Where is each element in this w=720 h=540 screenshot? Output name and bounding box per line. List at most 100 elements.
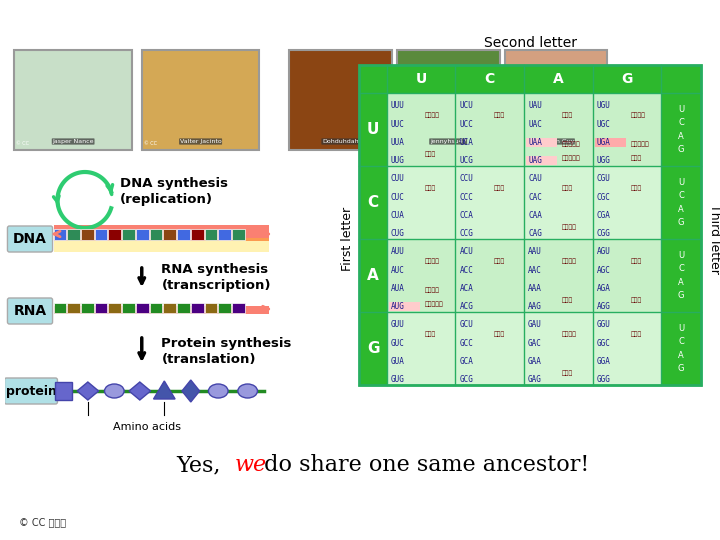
Text: Dohduhdah: Dohduhdah: [322, 139, 359, 144]
Text: 甲硫胺酸: 甲硫胺酸: [425, 287, 440, 293]
Text: 精胺酸: 精胺酸: [631, 185, 642, 191]
Bar: [505, 50, 608, 150]
Text: 亮胺酸: 亮胺酸: [425, 151, 436, 157]
Text: GAA: GAA: [528, 357, 542, 366]
Text: 賴胺酸: 賴胺酸: [562, 297, 573, 302]
Text: CCG: CCG: [459, 229, 473, 238]
Text: 纈胺酸: 纈胺酸: [425, 331, 436, 337]
Text: © CC: © CC: [144, 141, 157, 146]
Text: CCU: CCU: [459, 174, 473, 183]
Text: 終止密碼子: 終止密碼子: [562, 141, 580, 147]
Text: GGU: GGU: [597, 320, 611, 329]
Text: CUA: CUA: [391, 211, 405, 220]
Text: CCC: CCC: [459, 193, 473, 201]
Text: GGG: GGG: [597, 375, 611, 384]
Bar: [387, 239, 662, 312]
Bar: [359, 93, 387, 166]
Text: 組胺酸: 組胺酸: [562, 185, 573, 191]
Bar: [136, 303, 148, 313]
Bar: [136, 229, 148, 240]
Text: UAU: UAU: [528, 102, 542, 110]
Bar: [359, 65, 701, 93]
Text: CAG: CAG: [528, 229, 542, 238]
Text: 苯丙胺酸: 苯丙胺酸: [425, 112, 440, 118]
Text: GAG: GAG: [528, 375, 542, 384]
Text: 絲胺酸: 絲胺酸: [631, 258, 642, 264]
Text: U
C
A
G: U C A G: [678, 324, 684, 373]
Bar: [359, 166, 387, 239]
Ellipse shape: [238, 384, 258, 398]
Text: U: U: [415, 72, 427, 86]
Text: A: A: [367, 268, 379, 283]
Bar: [662, 166, 701, 239]
Polygon shape: [182, 380, 199, 402]
Text: U: U: [367, 122, 379, 137]
Text: 天冬胺酸: 天冬胺酸: [562, 331, 577, 337]
Bar: [662, 312, 701, 385]
Text: A: A: [553, 72, 564, 86]
Ellipse shape: [208, 384, 228, 398]
Text: UUA: UUA: [391, 138, 405, 147]
Text: UAA: UAA: [528, 138, 542, 147]
Bar: [359, 65, 701, 385]
Bar: [595, 138, 626, 147]
Text: GUU: GUU: [391, 320, 405, 329]
Text: CUU: CUU: [391, 174, 405, 183]
Text: 丙胺酸: 丙胺酸: [493, 331, 505, 337]
Bar: [122, 303, 135, 313]
Text: Jasper Nance: Jasper Nance: [53, 139, 94, 144]
Bar: [359, 239, 387, 312]
Text: AAG: AAG: [528, 302, 542, 311]
Text: 起始密碼子: 起始密碼子: [425, 302, 444, 307]
Text: UCA: UCA: [459, 138, 473, 147]
Text: AGA: AGA: [597, 284, 611, 293]
Text: © CC 高屠子: © CC 高屠子: [19, 517, 66, 527]
Text: RNA synthesis
(transcription): RNA synthesis (transcription): [161, 264, 271, 293]
Bar: [397, 50, 500, 150]
Text: CGC: CGC: [597, 193, 611, 201]
Text: GUC: GUC: [391, 339, 405, 348]
Bar: [191, 229, 204, 240]
Text: UGG: UGG: [597, 156, 611, 165]
Text: U
C
A
G: U C A G: [678, 251, 684, 300]
Text: C: C: [485, 72, 495, 86]
Bar: [191, 303, 204, 313]
Text: AUU: AUU: [391, 247, 405, 256]
Text: 谷胺酸: 谷胺酸: [562, 370, 573, 376]
Bar: [53, 229, 66, 240]
Text: UGU: UGU: [597, 102, 611, 110]
Text: 半胱氨酸: 半胱氨酸: [631, 112, 646, 118]
Text: CAA: CAA: [528, 211, 542, 220]
Bar: [67, 303, 80, 313]
Bar: [204, 303, 217, 313]
Text: Third letter: Third letter: [708, 204, 720, 274]
Text: Amino acids: Amino acids: [112, 422, 181, 432]
Bar: [53, 238, 269, 245]
Text: Protein synthesis
(translation): Protein synthesis (translation): [161, 338, 292, 367]
Text: UUU: UUU: [391, 102, 405, 110]
Text: UCG: UCG: [459, 156, 473, 165]
Text: © CC: © CC: [17, 141, 30, 146]
Text: AGG: AGG: [597, 302, 611, 311]
Bar: [218, 229, 231, 240]
Bar: [109, 229, 121, 240]
Bar: [150, 303, 162, 313]
Bar: [53, 306, 269, 314]
Text: Yes,: Yes,: [176, 454, 228, 476]
Text: GAC: GAC: [528, 339, 542, 348]
Polygon shape: [129, 382, 150, 400]
Text: 蘇胺酸: 蘇胺酸: [493, 258, 505, 264]
Bar: [526, 138, 557, 147]
Text: 精胺酸: 精胺酸: [631, 297, 642, 302]
Bar: [109, 303, 121, 313]
Bar: [662, 93, 701, 166]
Text: UCU: UCU: [459, 102, 473, 110]
Text: DNA: DNA: [13, 232, 47, 246]
Text: GUG: GUG: [391, 375, 405, 384]
Bar: [359, 312, 387, 385]
Text: ACC: ACC: [459, 266, 473, 274]
Text: GAU: GAU: [528, 320, 542, 329]
Text: 異亮胺酸: 異亮胺酸: [425, 258, 440, 264]
Bar: [387, 166, 662, 239]
Text: AAA: AAA: [528, 284, 542, 293]
